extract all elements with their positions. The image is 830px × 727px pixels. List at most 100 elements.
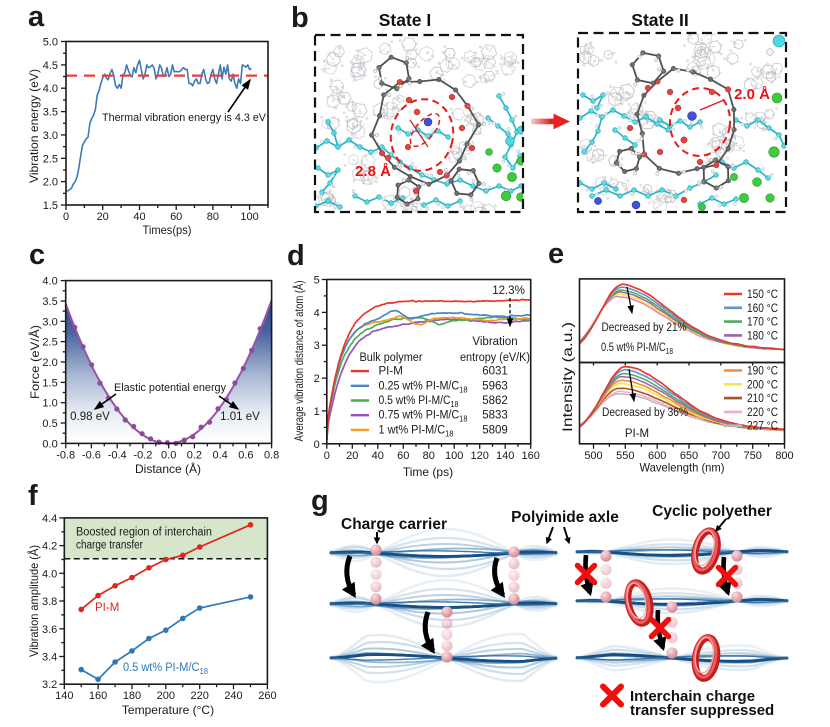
- svg-text:Charge carrier: Charge carrier: [341, 516, 447, 533]
- svg-text:3.5: 3.5: [43, 107, 58, 119]
- svg-text:600: 600: [648, 450, 666, 462]
- svg-text:2.0 Å: 2.0 Å: [734, 86, 770, 103]
- svg-text:3.8: 3.8: [42, 596, 57, 608]
- svg-text:PI-M: PI-M: [379, 366, 403, 378]
- svg-text:700: 700: [712, 450, 730, 462]
- svg-text:1 wt% PI-M/C18: 1 wt% PI-M/C18: [379, 424, 455, 438]
- svg-text:170 °C: 170 °C: [747, 317, 778, 329]
- svg-text:Time (ps): Time (ps): [403, 465, 453, 479]
- svg-text:3: 3: [314, 340, 320, 352]
- svg-text:5: 5: [314, 275, 320, 287]
- svg-text:5.0: 5.0: [43, 37, 58, 49]
- svg-text:0.5 wt% PI-M/C18: 0.5 wt% PI-M/C18: [601, 342, 673, 356]
- svg-text:Times(ps): Times(ps): [143, 223, 192, 237]
- svg-text:0.75 wt% PI-M/C18: 0.75 wt% PI-M/C18: [379, 410, 469, 424]
- svg-text:140: 140: [55, 690, 73, 702]
- svg-text:3.5: 3.5: [42, 296, 57, 308]
- svg-text:Vibration: Vibration: [472, 336, 517, 348]
- svg-text:3.0: 3.0: [43, 130, 58, 142]
- svg-text:140: 140: [496, 450, 514, 462]
- svg-text:0: 0: [63, 211, 69, 223]
- svg-text:4.4: 4.4: [42, 513, 57, 525]
- svg-text:-0.6: -0.6: [82, 449, 101, 461]
- svg-text:0.25 wt% PI-M/C18: 0.25 wt% PI-M/C18: [379, 380, 469, 394]
- svg-text:3.6: 3.6: [42, 624, 57, 636]
- svg-text:12.3%: 12.3%: [492, 285, 525, 297]
- svg-text:0.0: 0.0: [161, 449, 176, 461]
- svg-text:120: 120: [471, 450, 489, 462]
- svg-text:240: 240: [224, 690, 242, 702]
- svg-text:Vibration amplitude (Å): Vibration amplitude (Å): [26, 545, 41, 657]
- svg-text:220: 220: [191, 690, 209, 702]
- svg-text:2.0: 2.0: [43, 177, 58, 189]
- svg-text:PI-M: PI-M: [625, 428, 649, 440]
- svg-text:Cyclic polyether: Cyclic polyether: [652, 503, 772, 520]
- svg-text:4.0: 4.0: [42, 276, 57, 288]
- svg-text:c: c: [29, 239, 45, 271]
- svg-text:650: 650: [680, 450, 698, 462]
- svg-text:d: d: [287, 240, 305, 272]
- svg-text:100: 100: [240, 211, 258, 223]
- svg-text:5833: 5833: [482, 410, 508, 422]
- svg-text:0.5: 0.5: [42, 418, 57, 430]
- svg-text:e: e: [548, 238, 564, 270]
- svg-text:Decreased by 21%: Decreased by 21%: [602, 322, 687, 334]
- svg-text:5809: 5809: [482, 424, 508, 436]
- svg-text:f: f: [28, 480, 38, 512]
- svg-text:Interchain charge: Interchain charge: [630, 688, 755, 705]
- svg-text:transfer suppressed: transfer suppressed: [630, 702, 774, 719]
- svg-text:Boosted region of interchain: Boosted region of interchain: [76, 527, 212, 539]
- svg-text:500: 500: [584, 450, 602, 462]
- svg-text:800: 800: [775, 450, 793, 462]
- svg-text:5862: 5862: [482, 395, 508, 407]
- svg-text:160: 160: [89, 690, 107, 702]
- svg-text:1.5: 1.5: [43, 200, 58, 212]
- svg-text:40: 40: [133, 211, 145, 223]
- svg-text:3.0: 3.0: [42, 316, 57, 328]
- svg-text:Force (eV/Å): Force (eV/Å): [27, 325, 42, 399]
- svg-text:1.5: 1.5: [42, 377, 57, 389]
- svg-text:20: 20: [346, 450, 358, 462]
- svg-text:2: 2: [314, 373, 320, 385]
- svg-text:60: 60: [170, 211, 182, 223]
- svg-text:100: 100: [445, 450, 463, 462]
- svg-text:Thermal vibration energy is 4.: Thermal vibration energy is 4.3 eV: [102, 112, 267, 124]
- svg-text:20: 20: [97, 211, 109, 223]
- svg-text:2.5: 2.5: [43, 153, 58, 165]
- svg-text:80: 80: [207, 211, 219, 223]
- svg-text:PI-M: PI-M: [95, 602, 119, 614]
- svg-text:Wavelength (nm): Wavelength (nm): [640, 461, 725, 475]
- svg-text:0.98 eV: 0.98 eV: [70, 411, 110, 423]
- svg-text:Polyimide axle: Polyimide axle: [511, 509, 619, 526]
- svg-text:b: b: [291, 2, 309, 34]
- svg-text:210 °C: 210 °C: [747, 393, 778, 405]
- svg-text:0: 0: [314, 439, 320, 451]
- svg-text:Average vibration distance of: Average vibration distance of atom (Å): [291, 281, 306, 442]
- svg-text:180 °C: 180 °C: [747, 330, 778, 342]
- svg-text:180: 180: [123, 690, 141, 702]
- svg-text:Elastic potential energy: Elastic potential energy: [114, 382, 226, 394]
- svg-text:260: 260: [258, 690, 276, 702]
- svg-text:4: 4: [314, 307, 320, 319]
- svg-text:160: 160: [522, 450, 540, 462]
- svg-text:0.5 wt% PI-M/C18: 0.5 wt% PI-M/C18: [123, 662, 209, 676]
- svg-text:6031: 6031: [482, 366, 508, 378]
- svg-text:entropy (eV/K): entropy (eV/K): [460, 352, 530, 364]
- svg-text:0.6: 0.6: [238, 449, 253, 461]
- svg-text:80: 80: [423, 450, 435, 462]
- svg-text:3.2: 3.2: [42, 679, 57, 691]
- svg-text:4.5: 4.5: [43, 60, 58, 72]
- svg-text:1: 1: [314, 406, 320, 418]
- svg-text:Decreased by 36%: Decreased by 36%: [602, 407, 688, 419]
- svg-text:5963: 5963: [482, 380, 508, 392]
- svg-text:Temperature (°C): Temperature (°C): [122, 703, 214, 717]
- svg-text:g: g: [311, 485, 329, 517]
- svg-text:0.2: 0.2: [187, 449, 202, 461]
- svg-text:-0.8: -0.8: [56, 449, 75, 461]
- svg-text:Bulk polymer: Bulk polymer: [360, 352, 423, 364]
- svg-text:0.5 wt% PI-M/C18: 0.5 wt% PI-M/C18: [379, 395, 459, 409]
- svg-text:Distance (Å): Distance (Å): [135, 461, 201, 476]
- svg-text:750: 750: [744, 450, 762, 462]
- svg-text:190 °C: 190 °C: [747, 366, 778, 378]
- svg-text:4.0: 4.0: [43, 83, 58, 95]
